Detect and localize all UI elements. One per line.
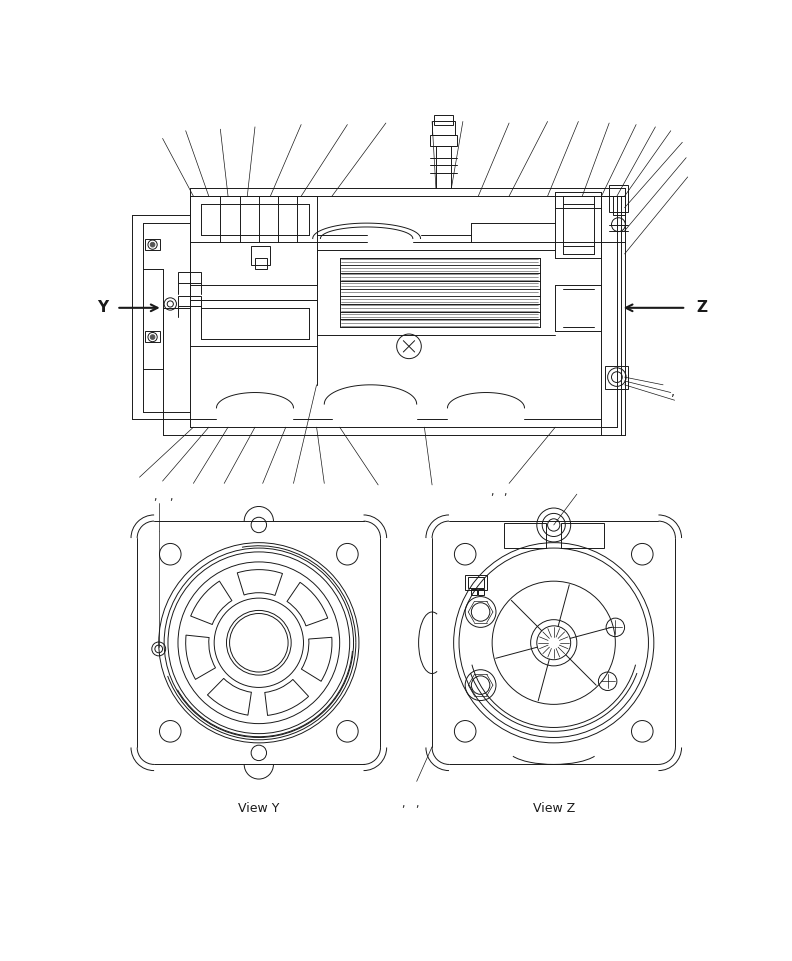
Circle shape [150,334,155,339]
Circle shape [150,242,155,247]
Bar [432,121,455,135]
Text: View Z: View Z [532,801,575,815]
Bar [434,114,453,125]
Bar [430,135,458,146]
Text: ,: , [402,799,405,809]
Bar [178,295,201,307]
Bar [255,258,267,269]
Text: Z: Z [696,301,707,315]
Text: ,: , [154,492,157,503]
Text: ,: , [504,487,507,497]
Bar [609,185,628,211]
Bar [478,589,485,595]
Text: ,: , [671,386,675,400]
Text: Y: Y [97,301,109,315]
Bar [562,524,604,548]
Bar [613,196,625,215]
Bar [504,524,546,548]
Bar [470,589,477,595]
Bar [465,575,487,590]
Text: ,: , [415,799,419,809]
Bar [467,578,485,588]
Bar [145,238,160,250]
Text: View Y: View Y [238,801,280,815]
Text: ,: , [169,492,172,503]
Bar [145,331,160,342]
Bar [178,272,201,283]
Text: ,: , [489,487,493,497]
Bar [251,246,270,265]
Bar [605,365,628,388]
